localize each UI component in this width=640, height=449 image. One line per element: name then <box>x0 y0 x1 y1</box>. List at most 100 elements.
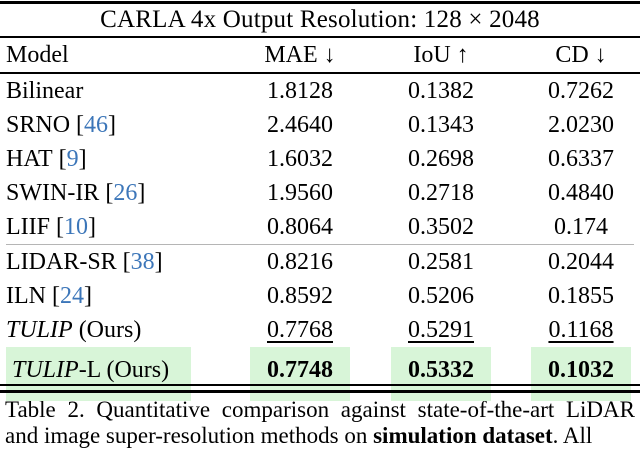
value-cell-cd: 0.4840 <box>522 180 640 207</box>
value-text: 0.1855 <box>548 282 614 309</box>
value-text: 0.4840 <box>548 179 614 206</box>
value-cell-iou: 0.1382 <box>360 78 522 105</box>
table-row: SWIN-IR [26] 1.9560 0.2718 0.4840 <box>0 176 640 210</box>
model-name: TULIP -L (Ours) <box>6 347 192 401</box>
model-cell: TULIP -L (Ours) <box>0 347 240 401</box>
caption-text: . All <box>552 423 593 448</box>
column-header-model: Model <box>6 41 69 68</box>
value-cell-iou: 0.2718 <box>360 180 522 207</box>
title-separator-rule <box>0 36 640 38</box>
model-name: TULIP (Ours) <box>6 316 142 343</box>
value-cell-cd: 0.1168 <box>522 317 640 344</box>
value-text: 0.1168 <box>548 316 614 343</box>
citation-link[interactable]: 26 <box>113 179 138 206</box>
column-header-mae: MAE ↓ <box>264 41 336 68</box>
value-cell-cd: 0.174 <box>522 214 640 241</box>
model-name-text: ILN <box>6 282 46 309</box>
value-text: 0.1382 <box>408 77 474 104</box>
value-cell-mae: 0.8216 <box>240 249 360 276</box>
value-text: 0.5291 <box>408 316 474 343</box>
column-header-iou: IoU ↑ <box>413 41 469 68</box>
model-name-text: LIDAR-SR <box>6 248 117 275</box>
citation-link[interactable]: 24 <box>59 282 84 309</box>
value-cell-iou: 0.5291 <box>360 317 522 344</box>
model-name-text: SRNO <box>6 111 71 138</box>
table-row: LIIF [10] 0.8064 0.3502 0.174 <box>0 210 640 244</box>
table-header-row: Model MAE ↓ IoU ↑ CD ↓ <box>0 38 640 72</box>
citation-link[interactable]: 10 <box>64 213 88 240</box>
model-name-text: SWIN-IR <box>6 179 100 206</box>
value-text: 1.6032 <box>267 145 333 172</box>
value-text: 2.0230 <box>548 111 614 138</box>
value-text: 0.1032 <box>531 347 631 401</box>
table-row-highlighted: TULIP -L (Ours) 0.7748 0.5332 0.1032 <box>0 347 640 401</box>
value-cell-cd: 0.1032 <box>522 347 640 401</box>
value-cell-mae: 0.7768 <box>240 317 360 344</box>
value-text: 0.1343 <box>408 111 474 138</box>
model-cell: LIIF [10] <box>0 214 240 241</box>
value-cell-cd: 2.0230 <box>522 112 640 139</box>
value-text: 0.6337 <box>548 145 614 172</box>
model-name: LIDAR-SR [38] <box>6 248 163 275</box>
table-row: SRNO [46] 2.4640 0.1343 2.0230 <box>0 108 640 142</box>
value-cell-mae: 1.8128 <box>240 78 360 105</box>
value-cell-mae: 0.7748 <box>240 347 360 401</box>
value-text: 0.3502 <box>408 213 474 240</box>
value-cell-iou: 0.2581 <box>360 249 522 276</box>
citation-link[interactable]: 9 <box>66 145 79 172</box>
table-body: Bilinear 1.8128 0.1382 0.7262 SRNO [46] 2.464… <box>0 74 640 401</box>
value-text: 0.7768 <box>267 316 333 343</box>
value-cell-cd: 0.2044 <box>522 249 640 276</box>
model-cell: LIDAR-SR [38] <box>0 249 240 276</box>
value-cell-iou: 0.3502 <box>360 214 522 241</box>
model-name-text: TULIP <box>6 316 73 343</box>
header-separator-rule <box>0 72 640 74</box>
value-cell-mae: 2.4640 <box>240 112 360 139</box>
value-cell-iou: 0.1343 <box>360 112 522 139</box>
value-text: 0.2044 <box>548 248 614 275</box>
value-cell-mae: 1.6032 <box>240 146 360 173</box>
model-name: SWIN-IR [26] <box>6 179 146 206</box>
value-cell-mae: 0.8592 <box>240 283 360 310</box>
table-title: CARLA 4x Output Resolution: 128 × 2048 <box>100 6 540 33</box>
value-cell-iou: 0.5332 <box>360 347 522 401</box>
value-cell-mae: 0.8064 <box>240 214 360 241</box>
model-name-text: TULIP <box>12 356 79 383</box>
table-row: LIDAR-SR [38] 0.8216 0.2581 0.2044 <box>0 245 640 279</box>
value-cell-iou: 0.2698 <box>360 146 522 173</box>
value-text: 0.2698 <box>408 145 474 172</box>
model-name-text: HAT <box>6 145 53 172</box>
value-text: 0.174 <box>554 213 608 240</box>
model-name: LIIF [10] <box>6 213 96 240</box>
model-name-text: LIIF <box>6 213 50 240</box>
model-name: Bilinear <box>6 78 83 104</box>
model-cell: SRNO [46] <box>0 112 240 139</box>
value-text: 0.8592 <box>267 282 333 309</box>
model-cell: HAT [9] <box>0 146 240 173</box>
model-cell: ILN [24] <box>0 283 240 310</box>
citation-link[interactable]: 38 <box>130 248 155 275</box>
citation-link[interactable]: 46 <box>84 111 109 138</box>
value-text: 0.7748 <box>250 347 350 401</box>
model-cell: Bilinear <box>0 78 240 105</box>
caption-bold-text: simulation dataset <box>373 423 553 448</box>
value-text: 1.8128 <box>267 77 333 104</box>
model-name: ILN [24] <box>6 282 92 309</box>
model-cell: TULIP (Ours) <box>0 317 240 344</box>
value-text: 2.4640 <box>267 111 333 138</box>
value-text: 0.8064 <box>267 213 333 240</box>
value-text: 0.5206 <box>408 282 474 309</box>
value-text: 0.2581 <box>408 248 474 275</box>
value-text: 0.2718 <box>408 179 474 206</box>
table-row: HAT [9] 1.6032 0.2698 0.6337 <box>0 142 640 176</box>
section-separator-rule <box>6 244 634 245</box>
table-caption: Table 2. Quantitative comparison against… <box>0 397 640 449</box>
model-cell: SWIN-IR [26] <box>0 180 240 207</box>
value-text: 1.9560 <box>267 179 333 206</box>
table-row: ILN [24] 0.8592 0.5206 0.1855 <box>0 279 640 313</box>
value-cell-iou: 0.5206 <box>360 283 522 310</box>
table-top-rule <box>0 1 640 4</box>
model-name: SRNO [46] <box>6 111 117 138</box>
value-cell-cd: 0.1855 <box>522 283 640 310</box>
